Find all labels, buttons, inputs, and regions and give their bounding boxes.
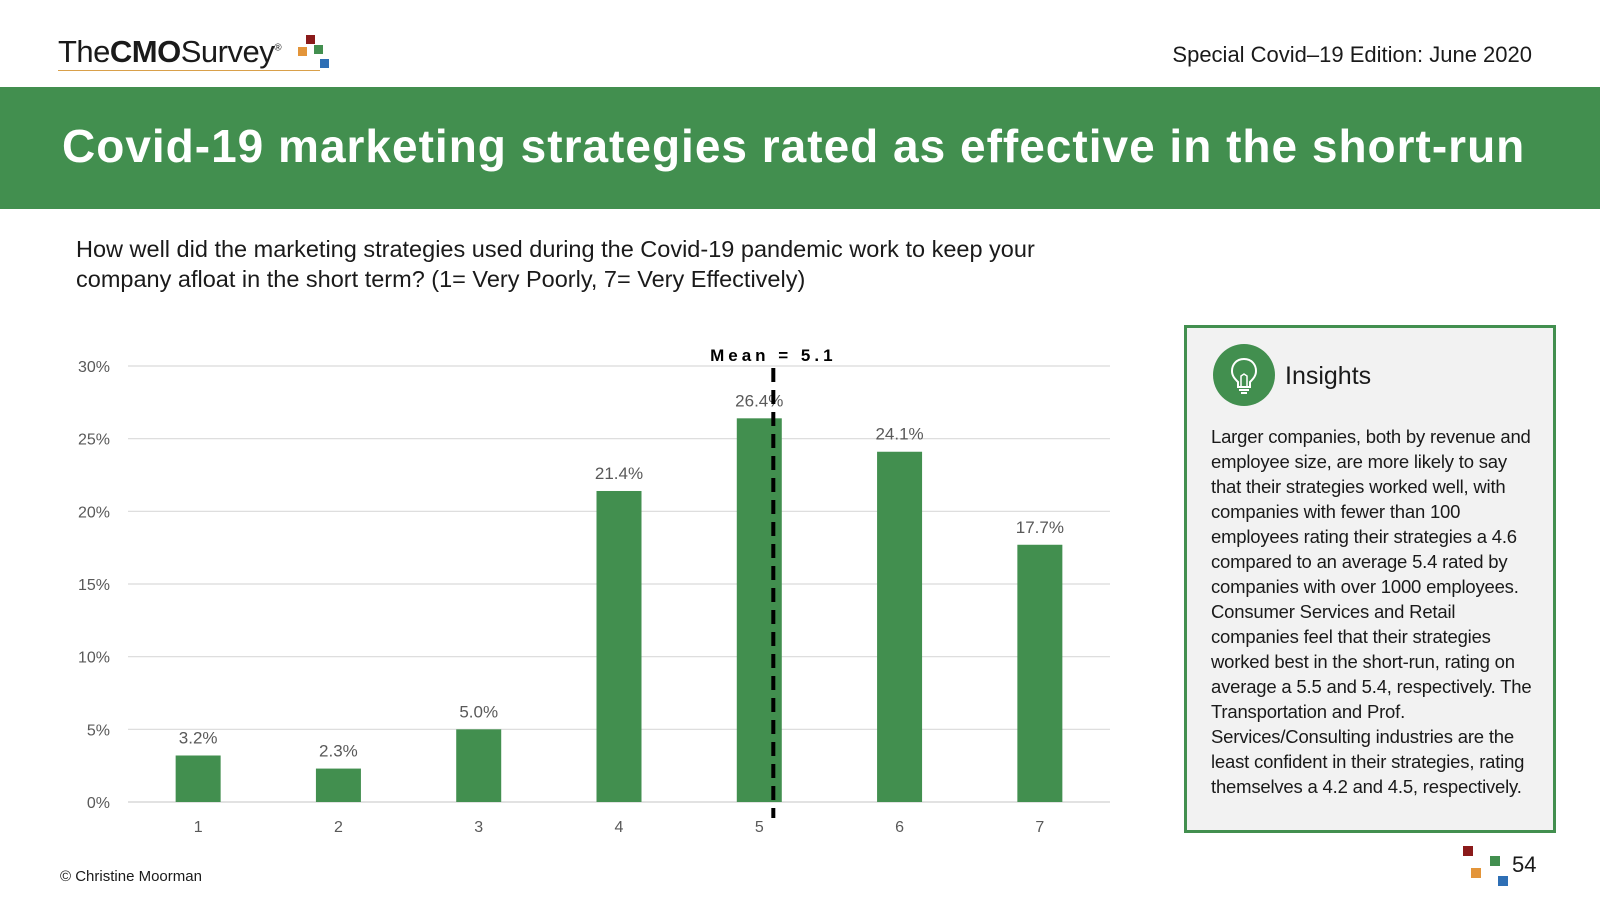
x-tick-label: 3: [474, 819, 483, 836]
edition-label: Special Covid–19 Edition: June 2020: [1172, 42, 1532, 67]
y-tick-label: 15%: [78, 577, 110, 594]
x-tick-label: 1: [194, 819, 203, 836]
bar-value-label: 24.1%: [875, 425, 923, 444]
y-tick-label: 20%: [78, 504, 110, 521]
logo-text-the: The: [58, 34, 110, 69]
slide-title: Covid-19 marketing strategies rated as e…: [62, 120, 1526, 172]
insights-title: Insights: [1285, 362, 1372, 390]
survey-question: How well did the marketing strategies us…: [76, 236, 1035, 292]
logo-text-survey: Survey: [180, 34, 275, 69]
bar-chart: 0% 5% 10% 15% 20% 25% 30% 3.2% 1 2.3% 2 5.0% 3 21.4% 4…: [78, 346, 1110, 836]
x-tick-label: 4: [615, 819, 624, 836]
bar: [456, 729, 502, 802]
footer-square-red: [1463, 846, 1473, 856]
bar-value-label: 3.2%: [179, 728, 218, 747]
logo-square-green: [314, 45, 323, 54]
footer-square-green: [1490, 856, 1500, 866]
mean-label: Mean = 5.1: [710, 346, 836, 365]
logo-wordmark: TheCMOSurvey®: [58, 34, 282, 70]
cmo-survey-logo: TheCMOSurvey®: [58, 30, 348, 74]
lightbulb-icon: [1213, 344, 1275, 406]
bar-value-label: 21.4%: [595, 464, 643, 483]
x-tick-label: 7: [1035, 819, 1044, 836]
insights-text: Larger companies, both by revenue and em…: [1211, 426, 1532, 797]
page-number: 54: [1512, 852, 1537, 877]
insights-panel: Insights Larger companies, both by reven…: [1184, 325, 1556, 833]
x-tick-label: 6: [895, 819, 904, 836]
logo-square-orange: [298, 47, 307, 56]
footer-square-orange: [1471, 868, 1481, 878]
copyright-notice: © Christine Moorman: [60, 868, 202, 885]
logo-registered-mark: ®: [274, 42, 282, 54]
title-banner: Covid-19 marketing strategies rated as e…: [0, 87, 1600, 209]
bar-value-label: 26.4%: [735, 391, 783, 410]
bar: [315, 768, 361, 802]
bar-value-label: 2.3%: [319, 742, 358, 761]
y-tick-label: 10%: [78, 650, 110, 667]
logo-square-blue: [320, 59, 329, 68]
logo-text-cmo: CMO: [109, 34, 181, 69]
bar: [877, 451, 923, 802]
bar: [1017, 544, 1063, 802]
y-tick-label: 5%: [87, 722, 110, 739]
bar-value-label: 17.7%: [1016, 518, 1064, 537]
y-tick-label: 30%: [78, 359, 110, 376]
y-tick-label: 0%: [87, 795, 110, 812]
bar: [175, 755, 221, 802]
logo-underline: [58, 70, 320, 71]
bar: [596, 490, 642, 802]
y-tick-label: 25%: [78, 432, 110, 449]
x-tick-label: 2: [334, 819, 343, 836]
bar-value-label: 5.0%: [459, 702, 498, 721]
footer-square-blue: [1498, 876, 1508, 886]
logo-square-red: [306, 35, 315, 44]
x-tick-label: 5: [755, 819, 764, 836]
